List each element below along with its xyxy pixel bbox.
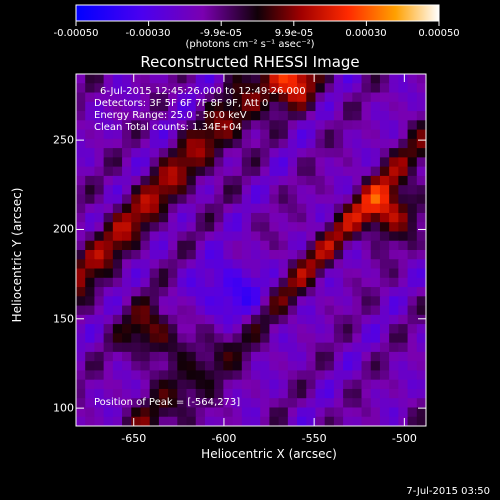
annotation-peak: Position of Peak = [-564,273] xyxy=(94,397,241,408)
x-tick-label: -600 xyxy=(211,432,237,445)
annotation-time: 6-Jul-2015 12:45:26.000 to 12:49:26.000 xyxy=(100,86,306,97)
colorbar-tick: 0.00030 xyxy=(345,28,387,39)
colorbar-tick: -9.9e-05 xyxy=(200,28,242,39)
colorbar-tick: 0.00050 xyxy=(418,28,460,39)
colorbar-tick: -0.00030 xyxy=(125,28,171,39)
y-tick-label: 150 xyxy=(53,312,74,326)
colorbar xyxy=(75,4,440,22)
x-tick-label: -500 xyxy=(391,432,417,445)
y-axis-label: Heliocentric Y (arcsec) xyxy=(10,187,24,323)
y-tick-label: 250 xyxy=(53,133,74,147)
x-axis-label: Heliocentric X (arcsec) xyxy=(201,447,337,461)
x-tick-label: -550 xyxy=(301,432,327,445)
colorbar-tickmarks xyxy=(75,21,440,26)
y-tick-label: 200 xyxy=(53,222,74,236)
plot-title: Reconstructed RHESSI Image xyxy=(140,53,360,71)
annotation-clean: Clean Total counts: 1.34E+04 xyxy=(94,122,242,133)
annotation-detectors: Detectors: 3F 5F 6F 7F 8F 9F, Att 0 xyxy=(94,98,269,109)
annotation-energy: Energy Range: 25.0 - 50.0 keV xyxy=(94,110,247,121)
y-tick-label: 100 xyxy=(53,401,74,415)
x-tick-label: -650 xyxy=(121,432,147,445)
axis-tickmarks xyxy=(76,74,426,426)
plot-frame xyxy=(75,73,427,427)
colorbar-units: (photons cm⁻² s⁻¹ asec⁻²) xyxy=(185,39,315,50)
colorbar-tick: 9.9e-05 xyxy=(274,28,314,39)
footer-timestamp: 7-Jul-2015 03:50 xyxy=(406,486,490,497)
image-heatmap xyxy=(76,74,426,426)
colorbar-tick: -0.00050 xyxy=(53,28,99,39)
